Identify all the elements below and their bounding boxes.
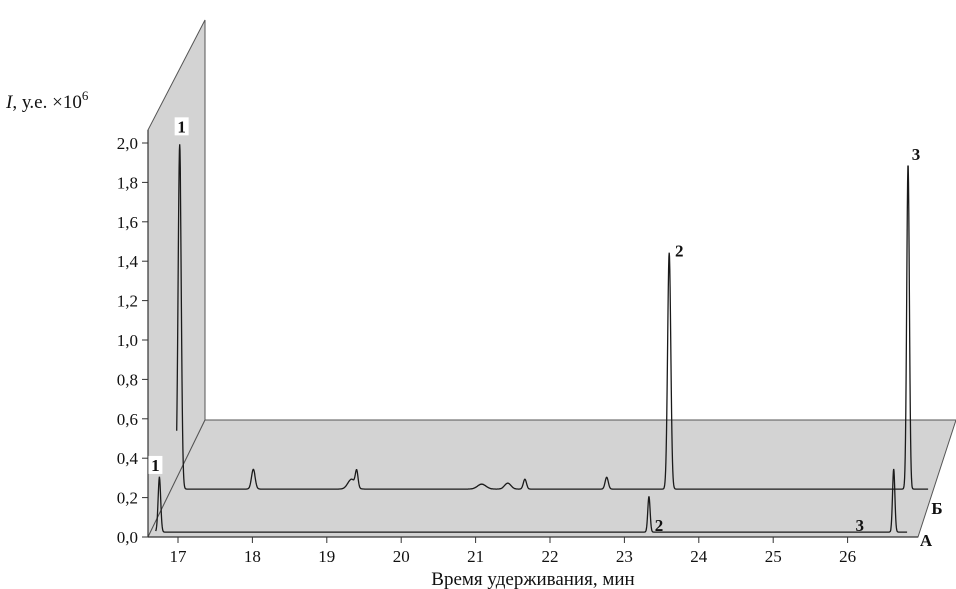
peak-label-b-3: 3 [912, 145, 921, 164]
y-axis-title: I, у.е. ×106 [5, 88, 89, 113]
peak-label-b-1: 1 [177, 117, 186, 136]
y-tick-label: 0,8 [117, 370, 138, 389]
y-tick-label: 0,0 [117, 528, 138, 547]
x-tick-label: 23 [616, 547, 633, 566]
x-tick-label: 17 [170, 547, 188, 566]
x-tick-label: 18 [244, 547, 261, 566]
x-tick-label: 25 [765, 547, 782, 566]
y-axis-title-rest: , у.е. ×10 [12, 92, 82, 113]
peak-label-bg [909, 145, 924, 164]
y-tick-label: 1,0 [117, 331, 138, 350]
x-tick-label: 26 [839, 547, 856, 566]
y-tick-label: 0,2 [117, 489, 138, 508]
trace-b [176, 144, 929, 490]
traces [155, 144, 929, 533]
y-axis-title-exp: 6 [82, 88, 89, 103]
x-tick-label: 20 [393, 547, 410, 566]
peak-label-a-1: 1 [151, 456, 160, 475]
y-tick-label: 1,2 [117, 292, 138, 311]
peak-label-a-2: 2 [655, 516, 664, 535]
peak-label-bg [148, 455, 163, 474]
y-tick-label: 0,6 [117, 410, 138, 429]
x-ticks: 17 18 19 20 21 22 23 24 25 26 [170, 537, 856, 566]
trace-label-a: А [920, 531, 933, 550]
peak-label-bg [672, 241, 687, 260]
y-tick-label: 1,4 [117, 252, 139, 271]
x-tick-label: 21 [467, 547, 484, 566]
floor-panel [147, 419, 956, 538]
y-tick-label: 1,8 [117, 173, 138, 192]
peak-label-b-2: 2 [675, 242, 684, 261]
y-axis-title-var: I [5, 92, 14, 113]
peak-label-a-3: 3 [855, 516, 864, 535]
x-tick-label: 19 [318, 547, 335, 566]
trace-a [155, 468, 908, 533]
x-tick-label: 22 [542, 547, 559, 566]
y-tick-label: 0,4 [117, 449, 139, 468]
x-axis-title: Время удерживания, мин [431, 569, 634, 589]
y-tick-label: 2,0 [117, 134, 138, 153]
x-tick-label: 24 [690, 547, 708, 566]
y-tick-label: 1,6 [117, 213, 138, 232]
y-ticks: 0,0 0,2 0,4 0,6 0,8 1,0 1,2 1,4 1,6 1,8 2,0 [117, 134, 148, 547]
peak-label-bg [174, 117, 189, 136]
peak-labels: 1 2 3 1 2 3 [148, 117, 924, 535]
trace-labels: БА [920, 499, 943, 550]
trace-label-b: Б [931, 499, 942, 518]
